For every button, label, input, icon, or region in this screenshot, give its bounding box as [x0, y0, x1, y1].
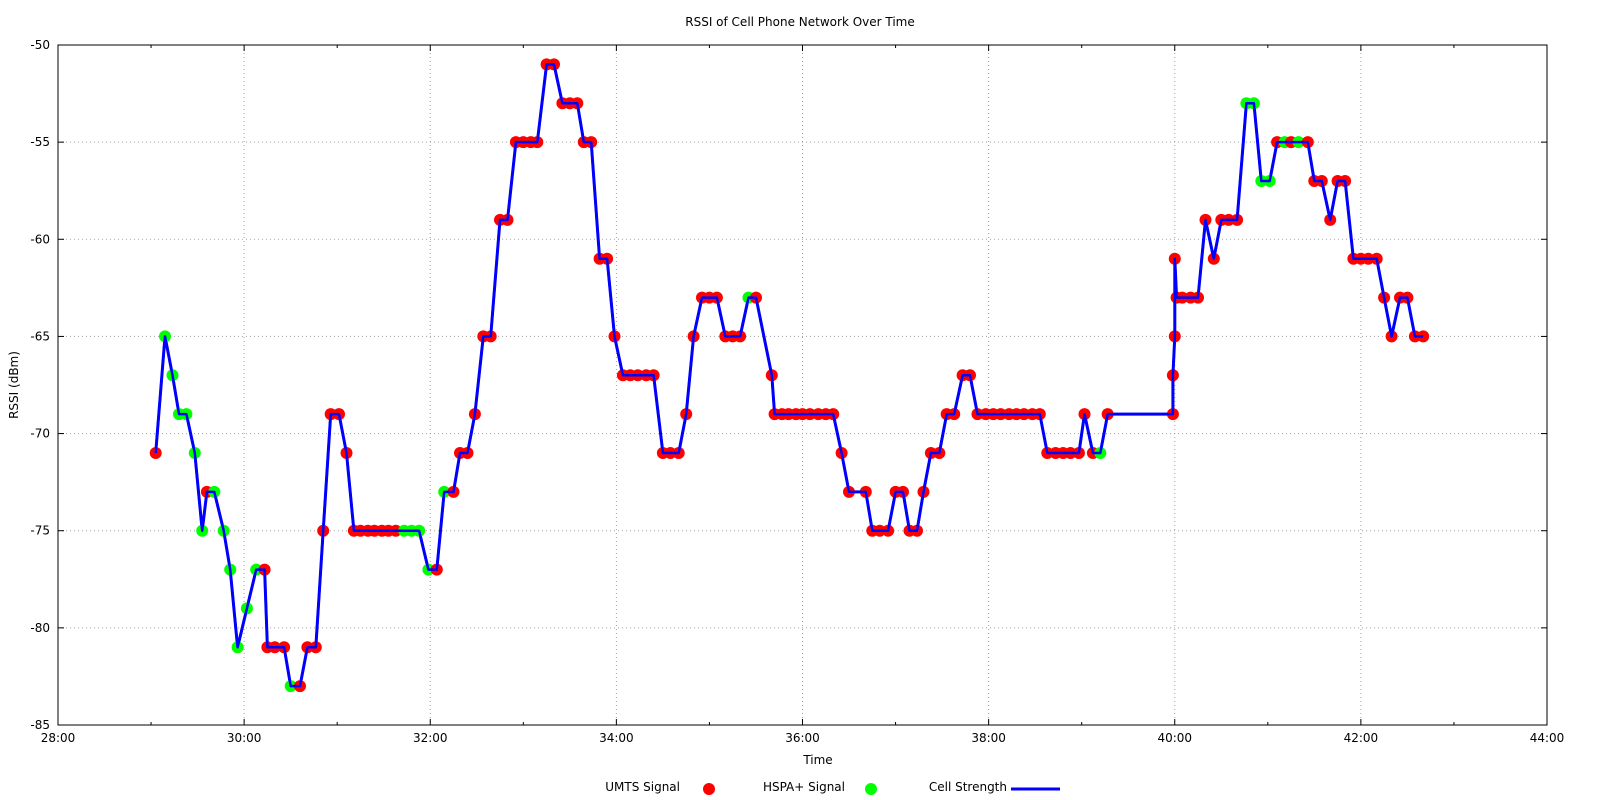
- cell-strength-line: [154, 62, 1424, 688]
- x-tick-label: 28:00: [41, 731, 76, 745]
- legend-hspa-label: HSPA+ Signal: [763, 780, 845, 794]
- y-tick-label: -65: [30, 329, 50, 343]
- legend-umts-label: UMTS Signal: [605, 780, 680, 794]
- grid-lines: [58, 45, 1547, 725]
- y-tick-label: -60: [30, 232, 50, 246]
- x-tick-label: 30:00: [227, 731, 262, 745]
- legend-hspa-marker: [865, 783, 877, 795]
- y-tick-label: -70: [30, 427, 50, 441]
- legend-umts-marker: [703, 783, 715, 795]
- legend: UMTS Signal HSPA+ Signal Cell Strength: [605, 780, 1060, 795]
- y-tick-label: -55: [30, 135, 50, 149]
- x-tick-label: 40:00: [1157, 731, 1192, 745]
- y-tick-label: -50: [30, 38, 50, 52]
- x-tick-label: 42:00: [1344, 731, 1379, 745]
- x-tick-label: 34:00: [599, 731, 634, 745]
- chart-title: RSSI of Cell Phone Network Over Time: [685, 15, 915, 29]
- cell-strength-line-overlay: [154, 63, 1424, 688]
- x-tick-label: 32:00: [413, 731, 448, 745]
- axis-ticks: 28:00 30:00 32:00 34:00 36:00 38:00 40:00 42:00…: [30, 38, 1564, 745]
- y-tick-label: -75: [30, 524, 50, 538]
- x-tick-label: 44:00: [1530, 731, 1565, 745]
- x-tick-label: 38:00: [971, 731, 1006, 745]
- series-layer: [149, 58, 1430, 693]
- y-tick-label: -85: [30, 718, 50, 732]
- x-axis-label: Time: [802, 753, 832, 767]
- y-tick-label: -80: [30, 621, 50, 635]
- legend-line-label: Cell Strength: [929, 780, 1007, 794]
- y-axis-label: RSSI (dBm): [7, 351, 21, 419]
- x-tick-label: 36:00: [785, 731, 820, 745]
